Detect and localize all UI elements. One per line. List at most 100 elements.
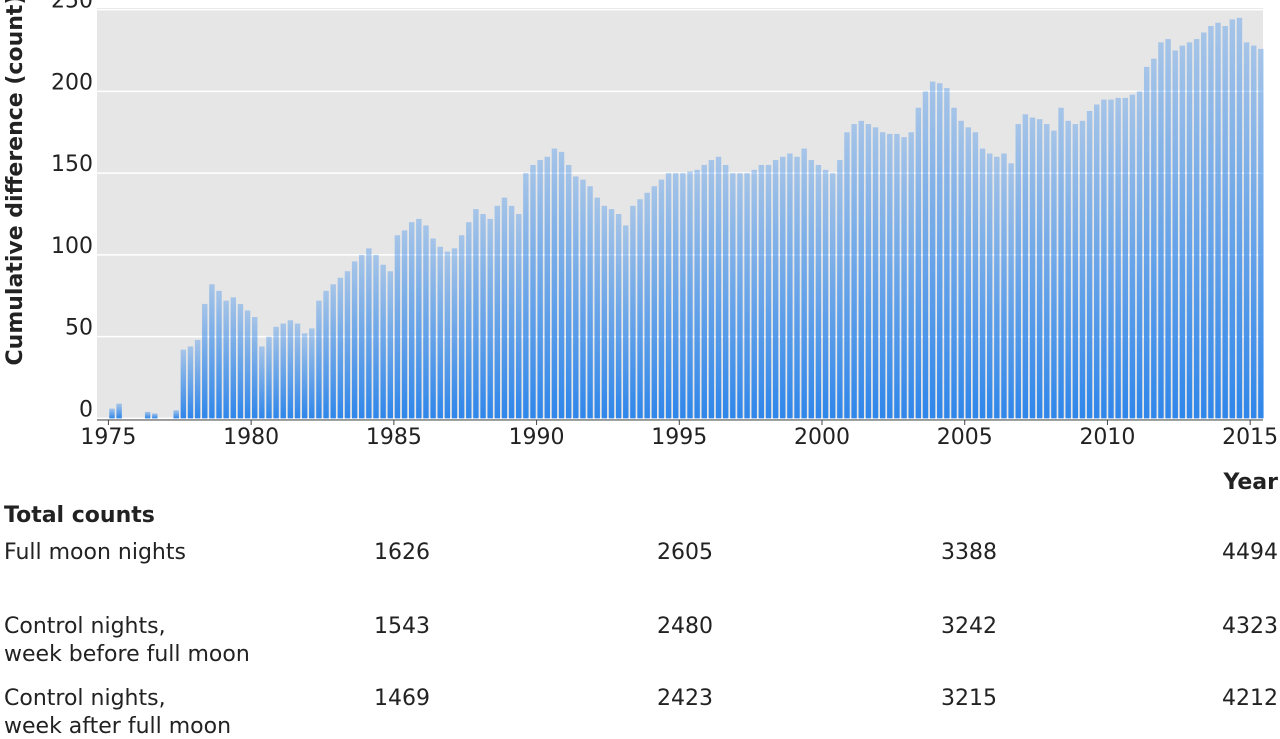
bar xyxy=(173,410,179,419)
bar xyxy=(558,151,565,419)
bar xyxy=(780,156,786,419)
bar xyxy=(323,290,329,419)
bar xyxy=(765,164,772,419)
bar xyxy=(758,164,765,419)
bar xyxy=(837,160,843,419)
cell-value: 4323 xyxy=(1222,614,1278,639)
row-label: Full moon nights xyxy=(4,540,186,565)
bar xyxy=(608,209,615,419)
bar xyxy=(1065,120,1071,419)
bar xyxy=(651,186,658,419)
y-axis-label: Cumulative difference (count) xyxy=(3,0,28,365)
bar xyxy=(994,156,1000,419)
bar xyxy=(908,132,914,419)
bar xyxy=(516,214,522,419)
bar xyxy=(865,124,872,419)
bar xyxy=(1051,130,1057,419)
bar xyxy=(309,328,315,419)
y-tick-label: 50 xyxy=(65,316,93,341)
bar xyxy=(794,156,800,419)
bar xyxy=(951,107,957,419)
bar xyxy=(1215,22,1221,419)
y-tick-label: 100 xyxy=(51,234,93,259)
bar xyxy=(744,173,750,419)
bar xyxy=(187,346,194,419)
bar xyxy=(972,132,979,419)
bar xyxy=(458,235,465,419)
bar xyxy=(144,411,151,419)
bar xyxy=(280,323,286,419)
bar xyxy=(887,133,893,419)
bar xyxy=(544,156,550,419)
bar xyxy=(244,310,251,419)
bar xyxy=(872,127,879,419)
bar xyxy=(1251,45,1257,419)
cell-value: 4212 xyxy=(1222,686,1278,711)
bar xyxy=(808,160,815,419)
row-label: Control nights, xyxy=(4,614,166,639)
bar xyxy=(152,413,158,419)
cell-value: 1626 xyxy=(374,540,430,565)
bar xyxy=(915,107,922,419)
bar xyxy=(580,179,586,419)
bar xyxy=(1008,163,1014,419)
bar xyxy=(722,164,729,419)
bar xyxy=(259,346,265,419)
bar xyxy=(879,132,886,419)
bar xyxy=(444,251,451,419)
bar xyxy=(937,83,943,419)
bar xyxy=(858,120,864,419)
bar xyxy=(565,164,572,419)
bar xyxy=(1243,42,1250,419)
bar xyxy=(673,173,679,419)
cell-value: 2423 xyxy=(657,686,713,711)
bar xyxy=(1136,91,1143,419)
bar xyxy=(1151,58,1157,419)
bar xyxy=(979,148,986,419)
bar xyxy=(630,205,636,419)
bar xyxy=(1101,99,1107,419)
bar xyxy=(416,218,422,419)
bar xyxy=(829,173,836,419)
bar xyxy=(1094,104,1100,419)
bar xyxy=(822,169,829,419)
bar xyxy=(922,91,929,419)
bar xyxy=(1029,117,1036,419)
y-tick-label: 0 xyxy=(79,397,93,422)
bar xyxy=(387,271,393,419)
x-axis-label: Year xyxy=(1222,470,1278,495)
bar xyxy=(423,225,429,419)
bar xyxy=(694,169,700,419)
bar xyxy=(665,173,672,419)
bar xyxy=(1036,119,1043,419)
bar xyxy=(1258,48,1264,419)
cell-value: 3242 xyxy=(941,614,997,639)
bar xyxy=(1015,124,1021,419)
row-label: Control nights, xyxy=(4,686,166,711)
bar xyxy=(637,199,643,419)
bar xyxy=(251,317,258,419)
bar xyxy=(751,169,757,419)
bar xyxy=(680,173,686,419)
bar xyxy=(730,173,736,419)
bar xyxy=(230,297,237,419)
bar xyxy=(223,300,229,419)
bar xyxy=(687,171,693,419)
bar xyxy=(1086,111,1093,419)
x-tick-label: 2015 xyxy=(1222,425,1278,450)
bar xyxy=(715,156,722,419)
x-tick-label: 1985 xyxy=(366,425,422,450)
bar xyxy=(344,271,351,419)
bar xyxy=(480,214,486,419)
bar xyxy=(1179,45,1186,419)
bar xyxy=(594,197,600,419)
bar xyxy=(787,153,793,419)
x-tick-label: 2005 xyxy=(937,425,993,450)
bar xyxy=(1143,66,1150,419)
bar xyxy=(1022,114,1029,419)
bar xyxy=(537,160,543,419)
bar xyxy=(1058,107,1064,419)
bar xyxy=(851,124,857,419)
